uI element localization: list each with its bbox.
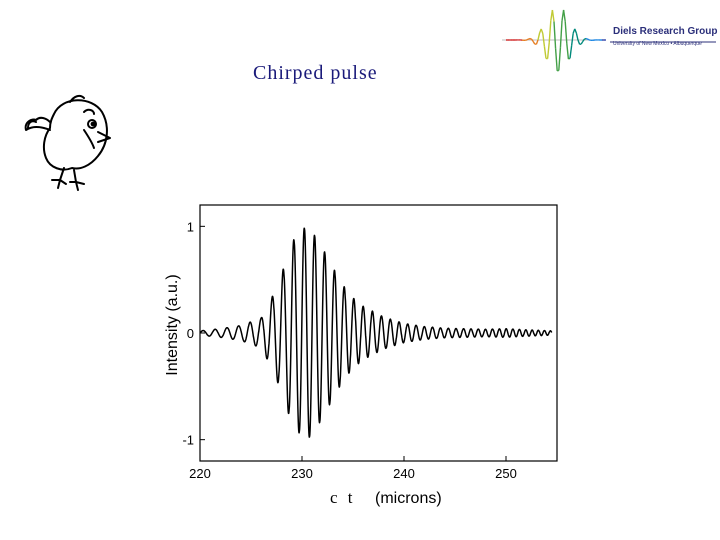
slide-title: Chirped pulse (253, 62, 378, 84)
x-tick-label: 240 (393, 466, 415, 481)
logo-waveform-icon (502, 9, 716, 72)
y-tick-label: -1 (182, 433, 194, 448)
y-tick-label: 1 (187, 219, 194, 234)
series-line-pulse (199, 227, 553, 438)
x-tick-label: 250 (495, 466, 517, 481)
chick-icon (24, 94, 111, 191)
y-tick-label: 0 (187, 326, 194, 341)
logo-subtitle: University of New Mexico • Albuquerque (613, 41, 702, 47)
y-axis-label: Intensity (a.u.) (164, 274, 181, 375)
x-axis-symbol: c t (330, 488, 356, 507)
chirped-pulse-chart: 220 230 240 250 1 0 -1 Intensity (a.u.) c t (m… (164, 204, 558, 507)
x-tick-label: 220 (189, 466, 211, 481)
logo-name: Diels Research Group (613, 26, 718, 37)
x-tick-label: 230 (291, 466, 313, 481)
x-axis-label: (microns) (375, 490, 442, 507)
